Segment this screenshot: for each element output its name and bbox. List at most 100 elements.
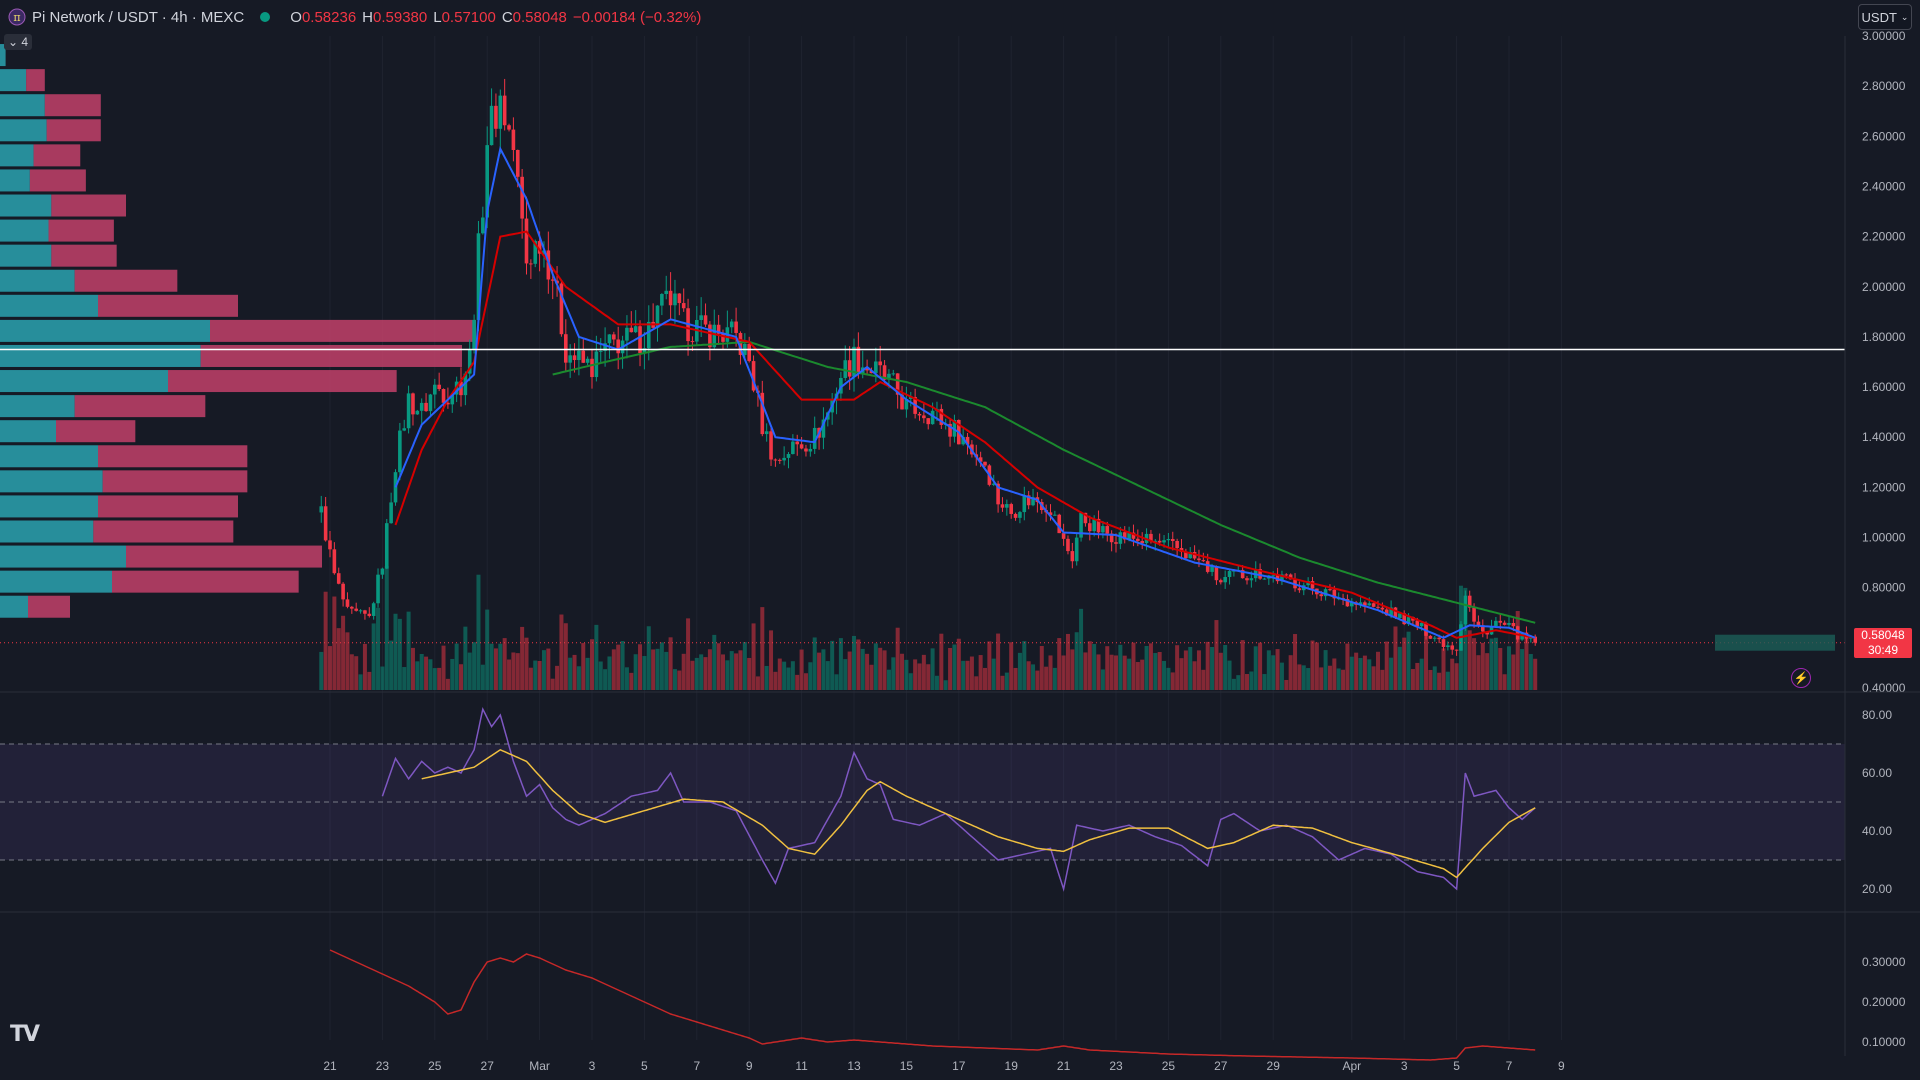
- candle-body: [777, 459, 782, 461]
- candle-body: [708, 324, 712, 348]
- candle-body: [446, 402, 450, 405]
- volume-bar: [1262, 674, 1267, 690]
- time-tick-label: 27: [1214, 1059, 1228, 1073]
- volume-bar: [1004, 672, 1009, 690]
- volume-bar: [1336, 668, 1341, 690]
- candle-body: [1533, 636, 1537, 643]
- volume-bar: [707, 649, 712, 690]
- volume-bar: [1140, 659, 1145, 690]
- volume-bar: [930, 648, 935, 690]
- volume-bar: [1057, 638, 1062, 690]
- symbol-title[interactable]: Pi Network / USDT · 4h · MEXC: [32, 8, 245, 26]
- volume-bar: [1437, 672, 1442, 690]
- volume-bar: [978, 655, 983, 690]
- candle-body: [1371, 603, 1376, 607]
- volume-profile-buy-bar: [0, 445, 98, 468]
- candle-body: [887, 373, 891, 380]
- candle-body: [655, 305, 660, 328]
- candle-body: [533, 241, 538, 264]
- volume-bar: [1052, 667, 1057, 690]
- volume-bar: [1083, 652, 1088, 690]
- volume-bar: [969, 656, 974, 690]
- volume-bar: [1258, 642, 1263, 690]
- rsi-pane: 80.00 60.00 40.00 20.00: [0, 708, 1892, 896]
- candle-body: [1061, 533, 1066, 539]
- lightning-icon[interactable]: ⚡: [1791, 668, 1811, 688]
- volume-bar: [1515, 611, 1520, 690]
- open-value: 0.58236: [301, 8, 357, 26]
- candle-body: [428, 394, 433, 412]
- candle-body: [546, 250, 551, 280]
- volume-profile-sell-bar: [102, 470, 248, 493]
- volume-bar: [1489, 638, 1494, 690]
- grid: [329, 36, 1562, 1040]
- tradingview-logo-icon[interactable]: TV: [10, 1022, 40, 1047]
- price-tick-label: 0.80000: [1862, 581, 1906, 595]
- volume-bar: [651, 649, 656, 690]
- volume-bar: [1432, 666, 1437, 690]
- price-tick-label: 1.00000: [1862, 531, 1906, 545]
- time-tick-label: 21: [1057, 1059, 1071, 1073]
- candle-body: [367, 613, 372, 616]
- volume-profile-sell-bar: [51, 194, 127, 217]
- candle-body: [1005, 504, 1009, 508]
- price-tick-label: 2.80000: [1862, 79, 1906, 93]
- time-tick-label: 3: [589, 1059, 596, 1073]
- candle-body: [738, 332, 743, 355]
- candle-body: [664, 290, 669, 295]
- volume-bar: [777, 658, 782, 690]
- volume-bar: [563, 623, 568, 690]
- candle-body: [1393, 607, 1398, 618]
- candle-body: [895, 373, 900, 395]
- candle-body: [638, 326, 642, 354]
- candle-body: [1092, 518, 1096, 532]
- volume-bar: [537, 660, 542, 690]
- candle-body: [328, 540, 332, 550]
- volume-bar: [1031, 664, 1036, 690]
- candle-body: [917, 413, 922, 416]
- volume-bar: [677, 670, 682, 690]
- candle-body: [1507, 622, 1511, 625]
- volume-bar: [1485, 653, 1490, 690]
- volume-bar: [1393, 626, 1398, 690]
- volume-bar: [1210, 646, 1215, 690]
- candle-body: [1088, 523, 1092, 532]
- volume-profile-buy-bar: [0, 144, 34, 167]
- candle-body: [812, 427, 817, 449]
- volume-bar: [1013, 667, 1018, 690]
- volume-profile-sell-bar: [33, 144, 81, 167]
- candle-body: [441, 389, 446, 403]
- volume-bar: [1279, 662, 1284, 690]
- volume-bar: [843, 659, 848, 690]
- volume-bar: [611, 649, 616, 690]
- candle-body: [336, 573, 341, 584]
- volume-bar: [467, 652, 472, 690]
- volume-bar: [419, 653, 424, 690]
- volume-bar: [415, 661, 420, 690]
- volume-profile-sell-bar: [74, 395, 206, 418]
- candle-body: [363, 610, 367, 614]
- volume-bar: [904, 659, 909, 690]
- volume-profile-toggle[interactable]: ⌄ 4: [4, 34, 33, 50]
- time-tick-label: 7: [1506, 1059, 1513, 1073]
- volume-bar: [974, 676, 979, 690]
- volume-bar: [1201, 669, 1206, 690]
- volume-profile-sell-bar: [48, 219, 114, 242]
- candle-body: [564, 334, 568, 363]
- volume-bar: [1415, 662, 1420, 690]
- volume-bar: [646, 626, 651, 690]
- volume-bar: [847, 651, 852, 690]
- candle-body: [839, 377, 843, 394]
- currency-select-button[interactable]: USDT ⌄: [1858, 4, 1912, 30]
- candle-body: [332, 549, 337, 574]
- volume-bar: [642, 656, 647, 690]
- volume-bar: [1454, 663, 1459, 690]
- candle-body: [734, 321, 738, 333]
- candle-body: [1013, 513, 1018, 518]
- volume-bar: [472, 642, 477, 690]
- volume-profile-sell-bar: [168, 370, 397, 393]
- candle-body: [1467, 595, 1472, 608]
- candle-body: [502, 95, 507, 126]
- candle-body: [978, 457, 983, 462]
